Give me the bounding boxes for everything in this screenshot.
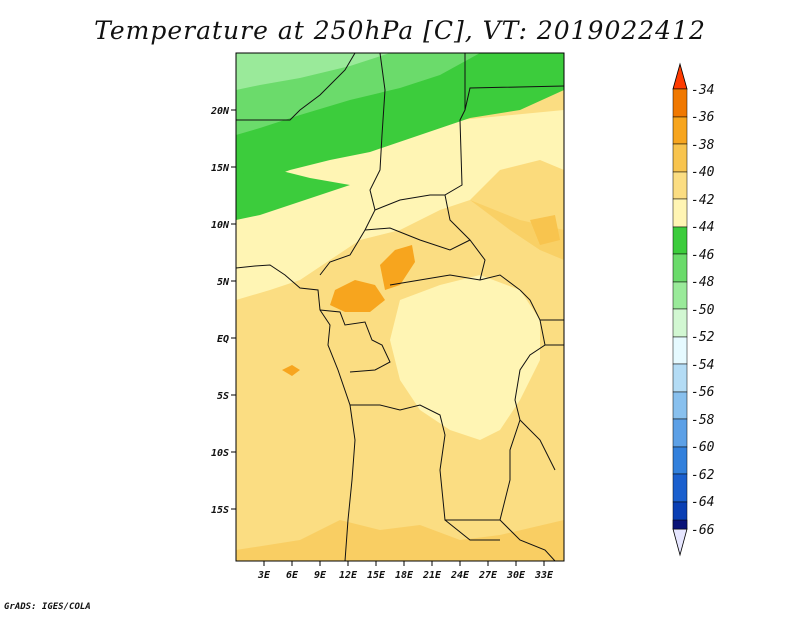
map-title: Temperature at 250hPa [C], VT: 201902241… bbox=[94, 16, 706, 45]
lon-label-6e: 6E bbox=[286, 570, 299, 581]
lat-label-5n: 5N bbox=[217, 277, 230, 288]
colorbar-swatch bbox=[672, 198, 688, 228]
colorbar-swatch bbox=[672, 143, 688, 173]
colorbar-swatch bbox=[672, 226, 688, 255]
lon-label-30e: 30E bbox=[506, 570, 526, 581]
lon-label-9e: 9E bbox=[314, 570, 327, 581]
colorbar-swatch bbox=[672, 336, 688, 365]
colorbar-label: -60 bbox=[691, 440, 715, 455]
colorbar-swatch bbox=[672, 253, 688, 283]
colorbar-swatch bbox=[672, 116, 688, 145]
field-38-blob1 bbox=[330, 280, 385, 312]
colorbar-label: -34 bbox=[691, 83, 714, 98]
field-42-congo bbox=[390, 275, 540, 440]
colorbar-label: -40 bbox=[691, 165, 715, 180]
field-40-east2 bbox=[530, 215, 560, 245]
lat-label-15s: 15S bbox=[211, 505, 229, 516]
colorbar-swatch bbox=[672, 418, 688, 448]
colorbar-label: -56 bbox=[691, 385, 715, 400]
colorbar-swatch bbox=[672, 88, 688, 118]
colorbar-label: -36 bbox=[691, 110, 715, 125]
longitude-axis: 3E 6E 9E 12E 15E 18E 21E 24E 27E 30E 33E bbox=[257, 561, 554, 581]
colorbar-label: -38 bbox=[691, 138, 715, 153]
colorbar-swatch bbox=[672, 391, 688, 420]
colorbar-label: -48 bbox=[691, 275, 715, 290]
colorbar-label: -58 bbox=[691, 413, 715, 428]
field-38-blob2 bbox=[380, 245, 415, 290]
colorbar: -34 -36 -38 -40 -42 -44 -46 -48 -50 -52 … bbox=[672, 62, 715, 557]
colorbar-swatch bbox=[672, 446, 688, 475]
colorbar-label: -52 bbox=[691, 330, 715, 345]
colorbar-swatch bbox=[672, 171, 688, 200]
colorbar-swatch bbox=[672, 519, 688, 530]
colorbar-label: -44 bbox=[691, 220, 714, 235]
colorbar-label: -66 bbox=[691, 523, 715, 538]
colorbar-label: -64 bbox=[691, 495, 714, 510]
colorbar-label: -54 bbox=[691, 358, 714, 373]
colorbar-top-triangle bbox=[672, 62, 688, 90]
lat-label-15n: 15N bbox=[211, 163, 230, 174]
lat-label-10s: 10S bbox=[211, 448, 229, 459]
lon-label-33e: 33E bbox=[534, 570, 554, 581]
lon-label-27e: 27E bbox=[478, 570, 498, 581]
field-48 bbox=[236, 53, 390, 90]
colorbar-swatch bbox=[672, 363, 688, 393]
lat-label-20n: 20N bbox=[210, 106, 230, 117]
lon-label-24e: 24E bbox=[450, 570, 470, 581]
lon-label-15e: 15E bbox=[367, 570, 386, 581]
colorbar-swatch bbox=[672, 281, 688, 310]
field-44-tongue bbox=[236, 168, 350, 220]
temperature-field bbox=[236, 53, 564, 561]
colorbar-bottom-triangle bbox=[672, 528, 688, 557]
lon-label-18e: 18E bbox=[395, 570, 414, 581]
lon-label-21e: 21E bbox=[422, 570, 442, 581]
lon-label-3e: 3E bbox=[257, 570, 271, 581]
map-frame bbox=[235, 52, 565, 562]
grads-credit: GrADS: IGES/COLA bbox=[4, 602, 91, 612]
country-borders bbox=[236, 53, 564, 561]
colorbar-label: -62 bbox=[691, 468, 715, 483]
lat-label-10n: 10N bbox=[211, 220, 230, 231]
colorbar-label: -46 bbox=[691, 248, 715, 263]
lon-label-12e: 12E bbox=[339, 570, 358, 581]
colorbar-label: -42 bbox=[691, 193, 715, 208]
colorbar-swatch bbox=[672, 308, 688, 338]
field-38-blob3 bbox=[282, 365, 300, 376]
lat-label-5s: 5S bbox=[217, 391, 229, 402]
latitude-axis: 20N 15N 10N 5N EQ 5S 10S 15S bbox=[210, 106, 236, 516]
field-40-south bbox=[236, 520, 564, 561]
colorbar-swatch bbox=[672, 473, 688, 503]
colorbar-label: -50 bbox=[691, 303, 715, 318]
lat-label-eq: EQ bbox=[217, 334, 229, 345]
